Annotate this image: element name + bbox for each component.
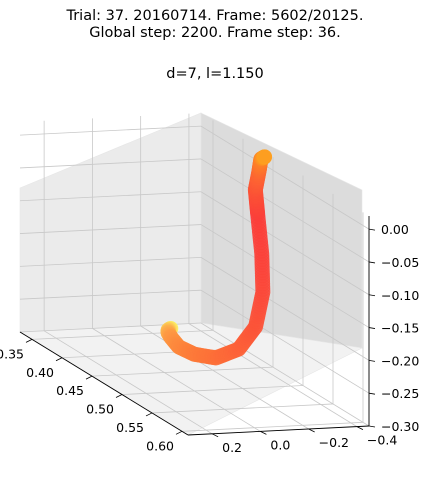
grid-line-z-left xyxy=(19,191,202,202)
grid-line-z-right xyxy=(200,158,370,263)
grid-line-z-right xyxy=(200,191,370,296)
z-tick-mark xyxy=(368,261,376,264)
x-tick-mark xyxy=(85,375,93,380)
z-tick-mark xyxy=(368,425,376,428)
x-tick-mark xyxy=(55,357,63,362)
z-tick-label: −0.10 xyxy=(381,288,419,303)
grid-line-x xyxy=(121,385,304,395)
y-tick-mark xyxy=(211,433,219,438)
z-tick-label: −0.15 xyxy=(381,321,419,336)
y-tick-label: 0.0 xyxy=(270,437,290,452)
z-tick-mark xyxy=(368,392,376,395)
y-tick-mark xyxy=(356,426,364,430)
grid-line-z-right xyxy=(200,257,370,361)
grid-line-z-right xyxy=(200,322,370,427)
z-tick-label: −0.30 xyxy=(381,419,419,434)
x-axis-line xyxy=(19,331,189,436)
grid-line-z-left xyxy=(19,256,202,267)
axis-lines xyxy=(19,216,376,438)
grid-line-x xyxy=(151,403,334,414)
x-tick-label: 0.35 xyxy=(0,346,24,361)
data-markers xyxy=(160,149,273,366)
y-tick-mark xyxy=(308,428,315,433)
x-tick-label: 0.40 xyxy=(26,365,54,380)
z-tick-mark xyxy=(368,327,376,329)
z-tick-label: 0.00 xyxy=(381,222,409,237)
grid-line-z-right xyxy=(200,289,370,394)
x-tick-label: 0.50 xyxy=(86,402,114,417)
grid-line-z-right xyxy=(200,224,370,328)
y-tick-label: 0.2 xyxy=(222,440,242,455)
z-tick-mark xyxy=(368,359,376,362)
pane-back-left xyxy=(19,112,202,333)
grid-line-y xyxy=(43,330,213,435)
y-axis-line xyxy=(187,425,370,436)
figure-title-line-2: Global step: 2200. Frame step: 36. xyxy=(89,25,341,41)
grid-line-z-left xyxy=(19,125,202,136)
figure-title-line-1: Trial: 37. 20160714. Frame: 5602/20125. xyxy=(66,8,364,24)
x-tick-mark xyxy=(145,412,153,417)
grid-line-y xyxy=(92,328,261,432)
grid-line-z-right xyxy=(200,125,370,230)
x-tick-label: 0.55 xyxy=(116,420,144,435)
x-tick-mark xyxy=(115,394,123,398)
z-tick-label: −0.05 xyxy=(381,255,419,270)
pane-floor xyxy=(19,322,363,436)
data-marker xyxy=(257,149,273,165)
pane-back-right xyxy=(200,112,363,349)
subplot-title: d=7, l=1.150 xyxy=(166,66,264,82)
tick-labels: 0.350.400.450.500.550.60 −0.4 −0.2 0.0 0.2 0.… xyxy=(0,222,419,455)
z-tick-mark xyxy=(368,294,376,297)
z-tick-label: −0.25 xyxy=(381,386,419,401)
x-tick-mark xyxy=(25,338,33,343)
y-tick-label: −0.2 xyxy=(319,435,349,450)
grid-line-z-left xyxy=(19,289,202,300)
z-tick-mark xyxy=(368,228,376,231)
grid-line-x xyxy=(181,421,364,432)
grid-line-x xyxy=(31,329,214,340)
grid-line-z-left xyxy=(19,224,202,234)
grid-line-x xyxy=(91,366,274,377)
y-tick-mark xyxy=(260,431,267,435)
grid-line-z-left xyxy=(19,158,202,169)
z-tick-label: −0.20 xyxy=(381,353,419,368)
x-tick-label: 0.60 xyxy=(146,438,174,453)
grid-line-y xyxy=(188,323,358,427)
y-tick-label: −0.4 xyxy=(367,433,397,448)
x-tick-mark xyxy=(175,430,183,435)
x-tick-label: 0.45 xyxy=(56,383,84,398)
